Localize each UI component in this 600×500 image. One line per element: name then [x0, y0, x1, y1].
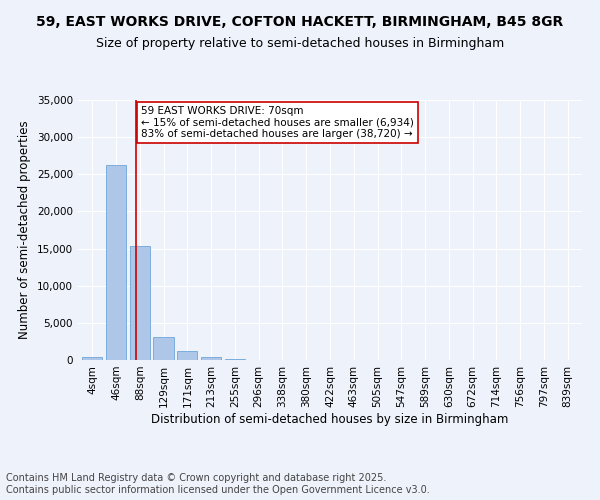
Text: 59, EAST WORKS DRIVE, COFTON HACKETT, BIRMINGHAM, B45 8GR: 59, EAST WORKS DRIVE, COFTON HACKETT, BI… — [37, 15, 563, 29]
Bar — [130, 246, 150, 360]
Y-axis label: Number of semi-detached properties: Number of semi-detached properties — [19, 120, 31, 340]
Text: Contains HM Land Registry data © Crown copyright and database right 2025.
Contai: Contains HM Land Registry data © Crown c… — [6, 474, 430, 495]
Bar — [106, 166, 126, 360]
Text: 59 EAST WORKS DRIVE: 70sqm
← 15% of semi-detached houses are smaller (6,934)
83%: 59 EAST WORKS DRIVE: 70sqm ← 15% of semi… — [141, 106, 414, 139]
Text: Size of property relative to semi-detached houses in Birmingham: Size of property relative to semi-detach… — [96, 38, 504, 51]
Bar — [201, 356, 221, 360]
Bar — [154, 337, 173, 360]
Bar — [82, 357, 103, 360]
Bar — [225, 359, 245, 360]
Bar — [177, 351, 197, 360]
X-axis label: Distribution of semi-detached houses by size in Birmingham: Distribution of semi-detached houses by … — [151, 412, 509, 426]
